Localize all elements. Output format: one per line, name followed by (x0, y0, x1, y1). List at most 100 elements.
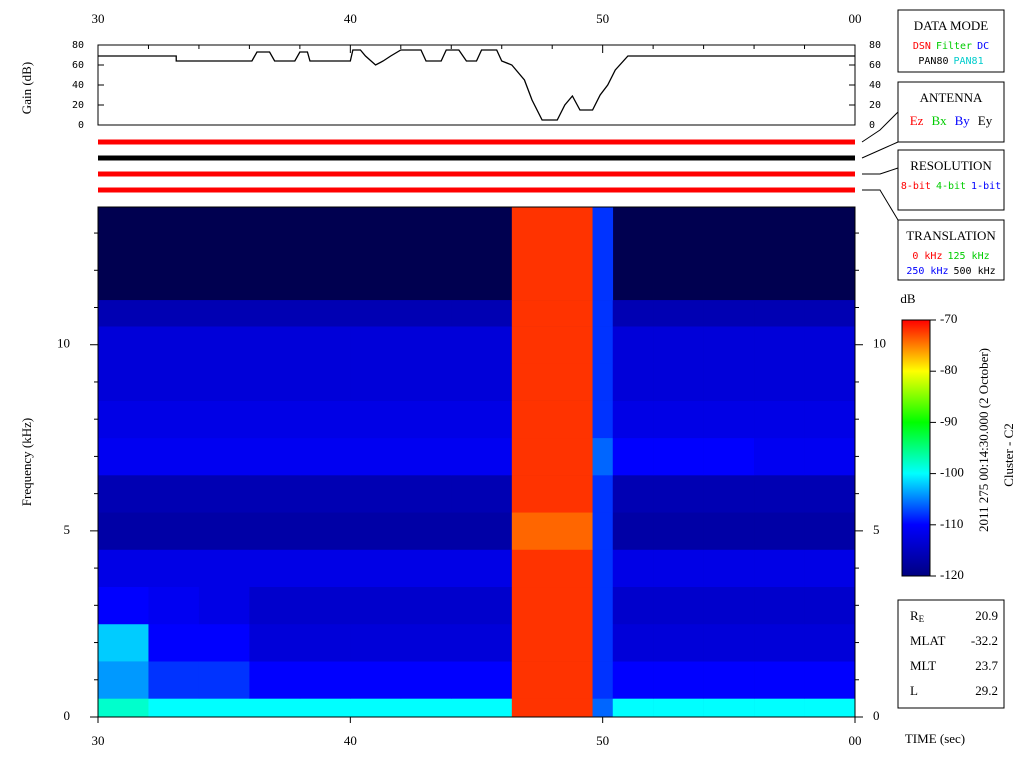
y-tick-label: 5 (64, 522, 71, 537)
heatmap-cell (98, 326, 149, 364)
connector (862, 167, 899, 175)
orbit-label: L (910, 683, 918, 698)
panel-row: 0 kHz 125 kHz (912, 251, 989, 262)
y-tick-label: 80 (869, 40, 881, 51)
heatmap-cell (249, 400, 301, 439)
y-tick-label: 20 (72, 100, 84, 111)
orbit-label: MLT (910, 658, 936, 673)
heatmap-cell (754, 698, 805, 718)
heatmap-cell (400, 549, 452, 588)
heatmap-cell (653, 363, 704, 401)
heatmap-cell (754, 300, 805, 327)
panel-item: Filter (936, 41, 972, 52)
heatmap-cell (592, 512, 614, 550)
heatmap-cell (299, 698, 351, 718)
heatmap-cell (148, 475, 200, 513)
heatmap-cell (804, 437, 856, 476)
heatmap-cell (249, 698, 301, 718)
heatmap-cell (148, 586, 200, 625)
heatmap-cell (804, 549, 856, 588)
heatmap-cell (400, 326, 452, 364)
heatmap-cell (299, 586, 351, 625)
heatmap-cell (754, 586, 805, 625)
heatmap-cell (249, 437, 301, 476)
y-tick-label: 0 (869, 120, 875, 131)
panel-item: DSN (913, 41, 931, 52)
x-tick-label: 30 (92, 11, 105, 26)
heatmap-cell (198, 623, 250, 662)
heatmap-cell (198, 661, 250, 699)
heatmap-cell (299, 326, 351, 364)
heatmap-cell (653, 300, 704, 327)
heatmap-cell (754, 363, 805, 401)
plot-frame (97, 206, 856, 718)
date-annotation: 2011 275 00:14:30.000 (2 October) (976, 348, 991, 532)
heatmap-cell (350, 363, 402, 401)
panel-item: 125 kHz (947, 251, 989, 262)
x-tick-label: 30 (92, 733, 105, 748)
heatmap-cell (612, 549, 654, 588)
heatmap-cell (754, 437, 805, 476)
heatmap-cell (249, 475, 301, 513)
panel-row: Ez Bx By Ey (910, 113, 993, 128)
colorbar-tick-label: -70 (940, 311, 957, 326)
orbit-value: 23.7 (975, 658, 998, 673)
x-tick-label: 50 (596, 733, 609, 748)
panel-item: 1-bit (971, 181, 1001, 192)
connectors (861, 111, 899, 221)
y-axis-label: Frequency (kHz) (19, 418, 34, 506)
heatmap-cell (400, 512, 452, 550)
panel-item: PAN81 (954, 56, 984, 67)
heatmap-cell (612, 437, 654, 476)
y-tick-label: 20 (869, 100, 881, 111)
heatmap-cell (299, 549, 351, 588)
heatmap-cell (198, 549, 250, 588)
panel-title: TRANSLATION (906, 228, 996, 243)
heatmap-cell (653, 437, 704, 476)
panel-item: DC (977, 41, 989, 52)
colorbar-tick-label: -100 (940, 465, 964, 480)
heatmap-cell (754, 512, 805, 550)
heatmap-cell (804, 623, 856, 662)
panel-box (897, 81, 1005, 143)
heatmap-cell (148, 698, 200, 718)
heatmap-cell (148, 326, 200, 364)
heatmap-cell (511, 661, 593, 699)
heatmap-cell (350, 400, 402, 439)
heatmap-cell (400, 661, 452, 699)
heatmap-cell (299, 437, 351, 476)
spacecraft-annotation: Cluster - C2 (1001, 423, 1016, 487)
heatmap-cell (653, 400, 704, 439)
heatmap-cell (703, 512, 755, 550)
panel-title: DATA MODE (914, 18, 988, 33)
heatmap-cell (511, 698, 593, 718)
heatmap-cell (350, 661, 402, 699)
heatmap-cell (451, 437, 513, 476)
heatmap-cell (703, 437, 755, 476)
orbit-value: 20.9 (975, 608, 998, 623)
heatmap-cell (249, 623, 301, 662)
heatmap-cell (754, 661, 805, 699)
heatmap-cell (754, 623, 805, 662)
heatmap-cell (350, 326, 402, 364)
heatmap-cell (804, 698, 856, 718)
heatmap-cell (511, 207, 593, 301)
colorbar-tick-label: -120 (940, 567, 964, 582)
heatmap-cell (198, 437, 250, 476)
heatmap-cell (592, 661, 614, 699)
colorbar-tick-label: -80 (940, 362, 957, 377)
heatmap-cell (592, 475, 614, 513)
y-tick-label: 0 (64, 708, 71, 723)
heatmap-cell (148, 437, 200, 476)
y-tick-label: 10 (873, 336, 886, 351)
heatmap-cell (148, 549, 200, 588)
y-tick-label: 80 (72, 40, 84, 51)
heatmap-cell (148, 400, 200, 439)
heatmap-cell (98, 512, 149, 550)
heatmap-cell (804, 400, 856, 439)
heatmap-cell (592, 300, 614, 327)
heatmap-cell (511, 623, 593, 662)
heatmap-cell (592, 363, 614, 401)
heatmap-cell (98, 661, 149, 699)
